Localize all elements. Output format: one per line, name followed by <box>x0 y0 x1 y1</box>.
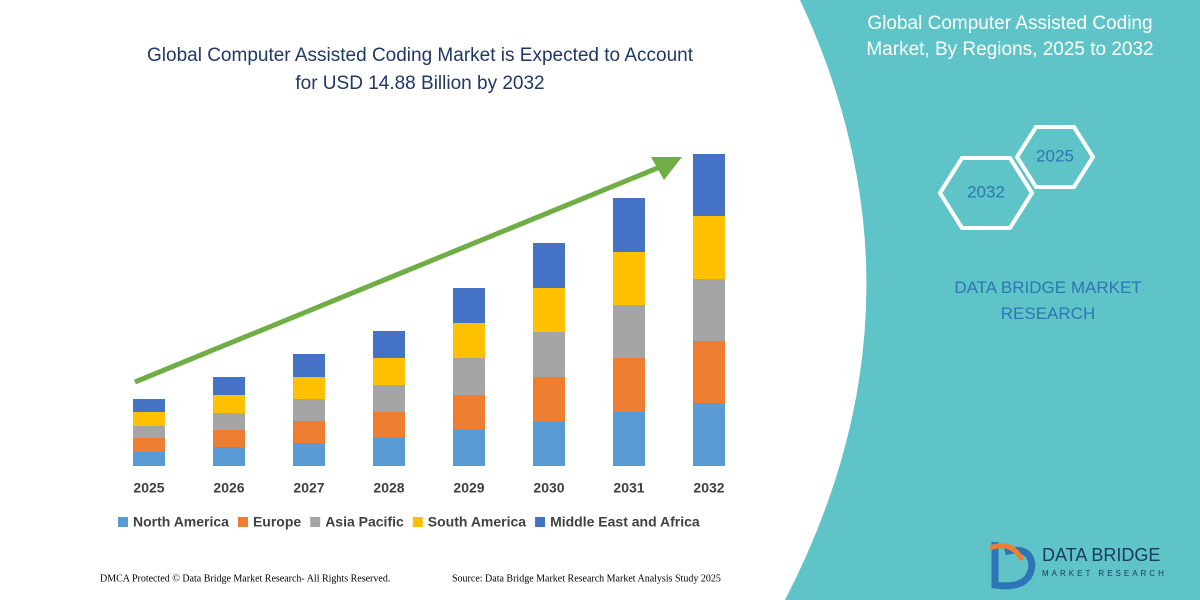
x-tick-label: 2025 <box>133 480 164 496</box>
bar-segment <box>213 447 245 466</box>
bar-segment <box>133 426 165 438</box>
bar-segment <box>453 288 485 323</box>
legend-swatch <box>310 517 321 527</box>
hex-label: 2032 <box>967 182 1005 201</box>
panel-title: Global Computer Assisted Coding Market, B… <box>866 13 1153 60</box>
bar-segment <box>453 358 485 395</box>
bars: 2025 2026 2027 2028 2029 2030 2031 2032 <box>133 154 725 496</box>
bar-segment <box>533 332 565 377</box>
bar-segment <box>613 412 645 466</box>
bar-segment <box>133 399 165 412</box>
bar-segment <box>613 252 645 305</box>
bar-segment <box>373 412 405 438</box>
bar-segment <box>693 403 725 466</box>
legend-swatch <box>412 517 423 527</box>
trend-arrow <box>134 164 661 385</box>
x-tick-label: 2029 <box>453 480 484 496</box>
footer-right: Source: Data Bridge Market Research Mark… <box>452 573 721 584</box>
logo-mark <box>989 543 1025 562</box>
hex-label: 2025 <box>1036 146 1074 165</box>
bar-segment <box>293 354 325 377</box>
bar-segment <box>453 430 485 466</box>
legend-swatch <box>118 517 128 527</box>
bar-segment <box>373 358 405 385</box>
bar-segment <box>373 438 405 466</box>
bar-segment <box>693 341 725 403</box>
x-tick-label: 2027 <box>293 480 324 496</box>
bar-segment <box>133 438 165 452</box>
bar-segment <box>373 331 405 358</box>
bar-segment <box>293 399 325 421</box>
x-tick-label: 2031 <box>613 480 644 496</box>
x-tick-label: 2032 <box>693 480 724 496</box>
brand-text: DATA BRIDGE MARKET RESEARCH <box>954 278 1141 323</box>
bar-segment <box>533 377 565 422</box>
bar-segment <box>213 430 245 447</box>
bar-segment <box>613 198 645 252</box>
bar-segment <box>533 422 565 466</box>
bar-segment <box>293 443 325 466</box>
bar-segment <box>533 243 565 288</box>
bar-segment <box>293 421 325 443</box>
legend-label: North America <box>133 514 229 530</box>
hexagon <box>1014 125 1096 189</box>
bar-segment <box>693 154 725 216</box>
arrow-head <box>651 157 682 180</box>
hexagon <box>937 156 1035 230</box>
bar-segment <box>133 412 165 426</box>
bar-segment <box>693 216 725 279</box>
bar-segment <box>213 395 245 413</box>
logo: DATA BRIDGE MARKET RESEARCH <box>989 542 1167 590</box>
bar-segment <box>373 385 405 412</box>
chart-title: Global Computer Assisted Coding Market i… <box>147 45 694 94</box>
legend-swatch <box>237 517 248 527</box>
bar-segment <box>613 358 645 412</box>
bar-segment <box>213 413 245 430</box>
bar-segment <box>613 305 645 358</box>
bar-segment <box>213 377 245 395</box>
legend-label: Europe <box>253 514 301 530</box>
bar-segment <box>693 279 725 341</box>
legend-label: South America <box>428 514 526 530</box>
footer-left: DMCA Protected © Data Bridge Market Rese… <box>100 573 390 584</box>
legend-label: Middle East and Africa <box>550 514 700 530</box>
x-tick-label: 2030 <box>533 480 564 496</box>
x-tick-label: 2028 <box>373 480 404 496</box>
bar-segment <box>453 395 485 430</box>
bar-segment <box>453 323 485 358</box>
logo-tagline: MARKET RESEARCH <box>1042 569 1167 578</box>
legend-label: Asia Pacific <box>325 514 404 530</box>
side-panel <box>785 0 1200 600</box>
bar-segment <box>533 288 565 332</box>
legend-swatch <box>535 517 546 527</box>
bar-segment <box>293 377 325 399</box>
logo-name: DATA BRIDGE <box>1042 545 1160 565</box>
x-tick-label: 2026 <box>213 480 244 496</box>
legend: North America Europe Asia Pacific South Ame… <box>118 514 700 530</box>
bar-segment <box>133 452 165 466</box>
